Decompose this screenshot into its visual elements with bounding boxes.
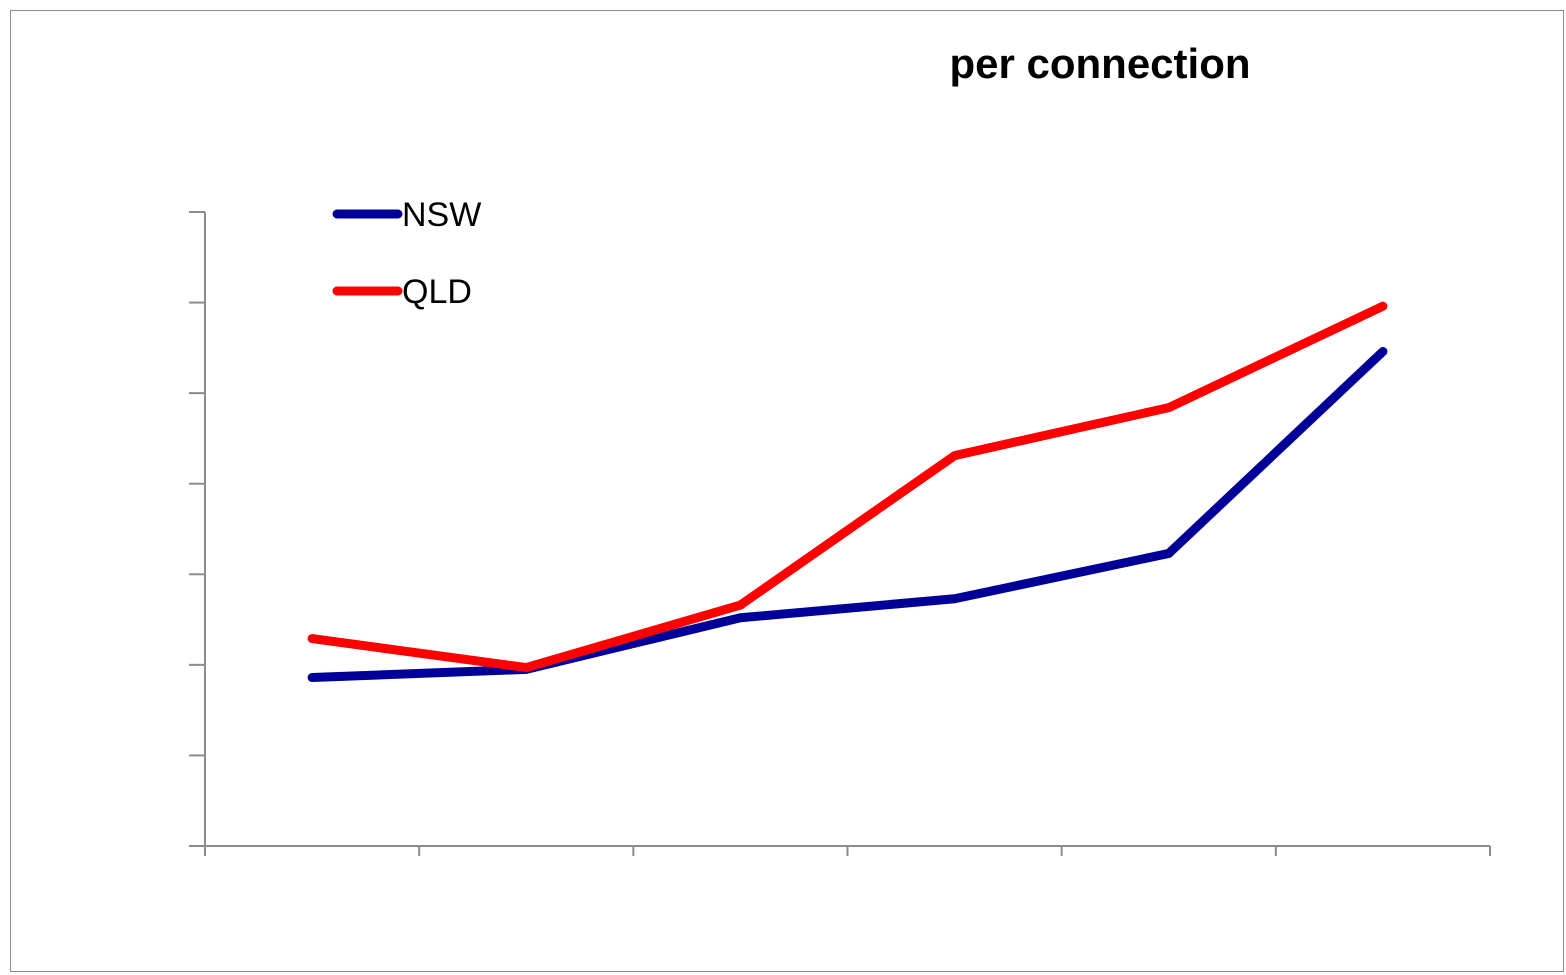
chart-title: per connection <box>949 40 1251 87</box>
data-point-qld <box>1380 304 1385 309</box>
chart-frame <box>10 10 1564 972</box>
data-point-qld <box>952 453 957 458</box>
data-point-nsw <box>1380 349 1385 354</box>
series-layer <box>307 301 1388 683</box>
data-point-qld <box>738 603 743 608</box>
legend: NSW QLD <box>332 196 481 311</box>
data-point-qld <box>310 636 315 641</box>
data-point-nsw <box>952 596 957 601</box>
legend-label-nsw: NSW <box>402 196 481 234</box>
legend-label-qld: QLD <box>402 273 472 311</box>
data-point-qld <box>1166 405 1171 410</box>
series-line-qld <box>307 301 1388 673</box>
axes <box>189 211 1491 856</box>
data-point-nsw <box>738 615 743 620</box>
data-point-qld <box>524 665 529 670</box>
data-point-nsw <box>310 675 315 680</box>
data-point-nsw <box>1166 551 1171 556</box>
series-line-nsw <box>307 346 1388 683</box>
